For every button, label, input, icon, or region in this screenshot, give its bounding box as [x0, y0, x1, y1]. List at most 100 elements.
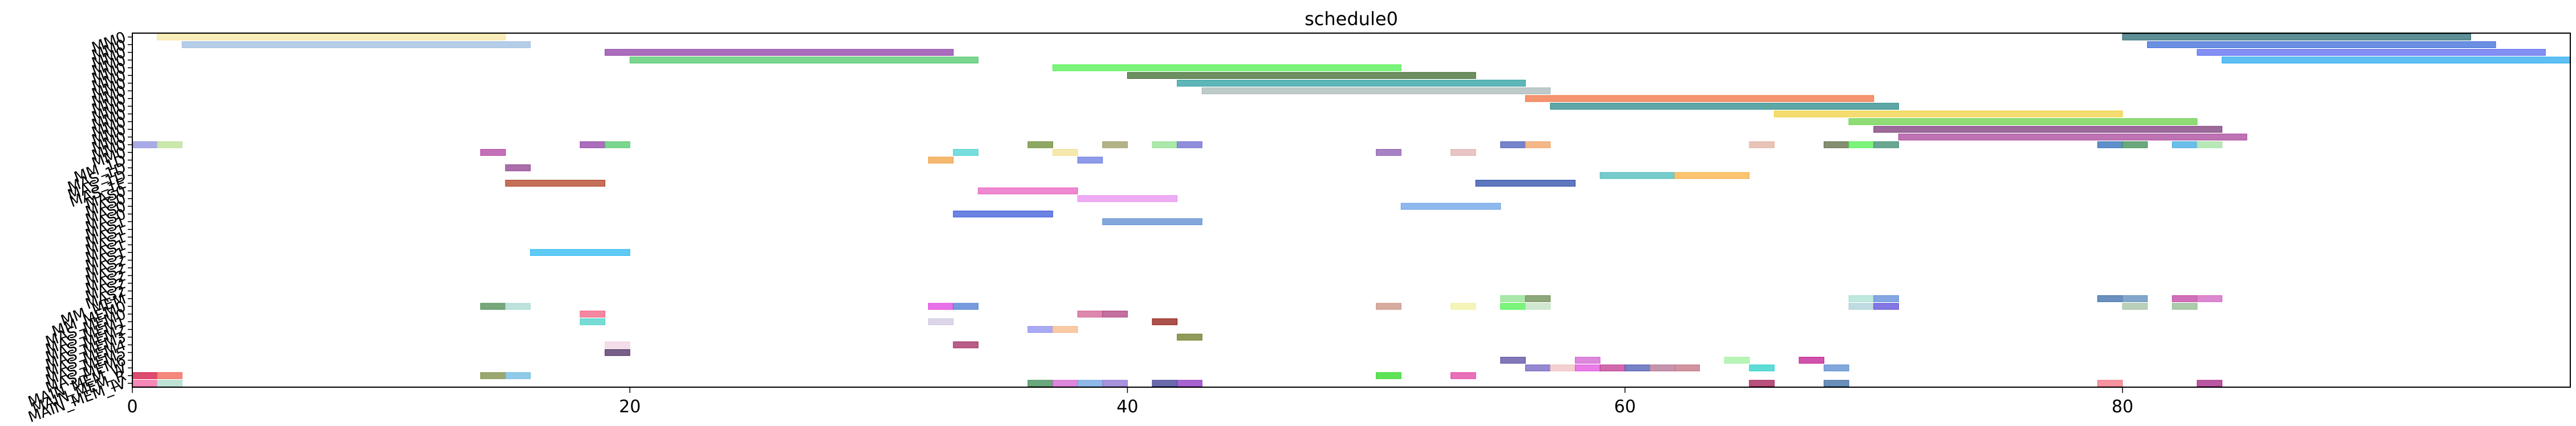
task-bar	[132, 372, 158, 379]
task-bar	[2097, 380, 2123, 387]
task-bar	[1575, 356, 1601, 364]
task-bar	[181, 41, 531, 49]
task-bar	[1376, 303, 1402, 310]
task-bar	[953, 210, 1054, 218]
task-bar	[1052, 149, 1078, 156]
task-bar	[605, 49, 954, 56]
task-bar	[1749, 380, 1775, 387]
task-bar	[1500, 141, 1526, 148]
task-bar	[629, 57, 979, 64]
task-bar	[1077, 380, 1103, 387]
task-bar	[1773, 110, 2123, 118]
task-bar	[1201, 87, 1551, 94]
task-bar	[1674, 364, 1700, 372]
task-bar	[978, 187, 1078, 195]
task-bar	[1102, 380, 1128, 387]
task-bar	[1177, 141, 1202, 148]
task-bar	[1525, 364, 1551, 372]
task-bar	[1152, 318, 1178, 325]
task-bar	[157, 141, 183, 148]
task-bar	[1500, 356, 1526, 364]
task-bar	[1873, 303, 1899, 310]
task-bar	[157, 380, 183, 387]
task-bar	[1450, 372, 1476, 379]
task-bar	[2197, 49, 2546, 56]
task-bar	[1599, 172, 1675, 179]
task-bars	[132, 33, 2571, 387]
task-bar	[1500, 303, 1526, 310]
task-bar	[2197, 380, 2222, 387]
task-bar	[157, 372, 183, 379]
task-bar	[1177, 79, 1526, 87]
task-bar	[1873, 295, 1899, 302]
x-tick-label: 20	[619, 397, 641, 417]
task-bar	[1077, 156, 1103, 164]
task-bar	[928, 303, 954, 310]
task-bar	[605, 141, 630, 148]
task-bar	[1550, 364, 1576, 372]
task-bar	[1848, 303, 1874, 310]
task-bar	[2097, 141, 2123, 148]
task-bar	[2122, 303, 2148, 310]
task-bar	[1400, 203, 1501, 210]
task-bar	[1525, 141, 1551, 148]
task-bar	[1052, 64, 1402, 71]
task-bar	[1027, 380, 1054, 387]
task-bar	[505, 372, 531, 379]
x-tick-label: 40	[1116, 397, 1138, 417]
task-bar	[953, 149, 979, 156]
task-bar	[1127, 72, 1476, 79]
task-bar	[132, 380, 158, 387]
chart-title: schedule0	[1305, 8, 1398, 30]
task-bar	[928, 318, 954, 325]
task-bar	[505, 179, 606, 187]
task-bar	[1873, 141, 1899, 148]
task-bar	[1177, 380, 1202, 387]
task-bar	[1077, 195, 1178, 202]
task-bar	[605, 349, 630, 356]
task-bar	[1674, 172, 1750, 179]
task-bar	[2122, 295, 2148, 302]
task-bar	[1152, 380, 1178, 387]
task-bar	[1749, 141, 1775, 148]
task-bar	[605, 341, 630, 348]
task-bar	[580, 141, 606, 148]
x-tick-label: 80	[2112, 397, 2133, 417]
task-bar	[2097, 295, 2123, 302]
task-bar	[1027, 141, 1054, 148]
task-bar	[1649, 364, 1675, 372]
task-bar	[480, 372, 506, 379]
task-bar	[1525, 303, 1551, 310]
task-bar	[2122, 33, 2472, 41]
task-bar	[1799, 356, 1825, 364]
task-bar	[2172, 141, 2198, 148]
x-axis: 0 20 40 60 80	[127, 387, 2133, 417]
task-bar	[1848, 118, 2198, 125]
task-bar	[580, 311, 606, 318]
task-bar	[1873, 126, 2222, 133]
task-bar	[1625, 364, 1650, 372]
task-bar	[1376, 149, 1402, 156]
task-bar	[1525, 95, 1874, 102]
task-bar	[2197, 295, 2222, 302]
task-bar	[1102, 311, 1128, 318]
task-bar	[1550, 103, 1899, 110]
task-bar	[2147, 41, 2496, 49]
task-bar	[1525, 295, 1551, 302]
task-bar	[1376, 372, 1402, 379]
task-bar	[1848, 295, 1874, 302]
task-bar	[1052, 380, 1078, 387]
task-bar	[1102, 141, 1128, 148]
task-bar	[1027, 326, 1054, 333]
task-bar	[2197, 141, 2222, 148]
task-bar	[2172, 295, 2198, 302]
task-bar	[1102, 218, 1202, 226]
task-bar	[1052, 326, 1078, 333]
task-bar	[2122, 141, 2148, 148]
task-bar	[132, 141, 158, 148]
task-bar	[1177, 333, 1202, 341]
task-bar	[580, 318, 606, 325]
row-labels: MM0MM0MM0MM0MM0MM0MM0MM0MM0MM0MM0MM0MM0M…	[26, 29, 132, 426]
task-bar	[928, 156, 954, 164]
task-bar	[953, 341, 979, 348]
